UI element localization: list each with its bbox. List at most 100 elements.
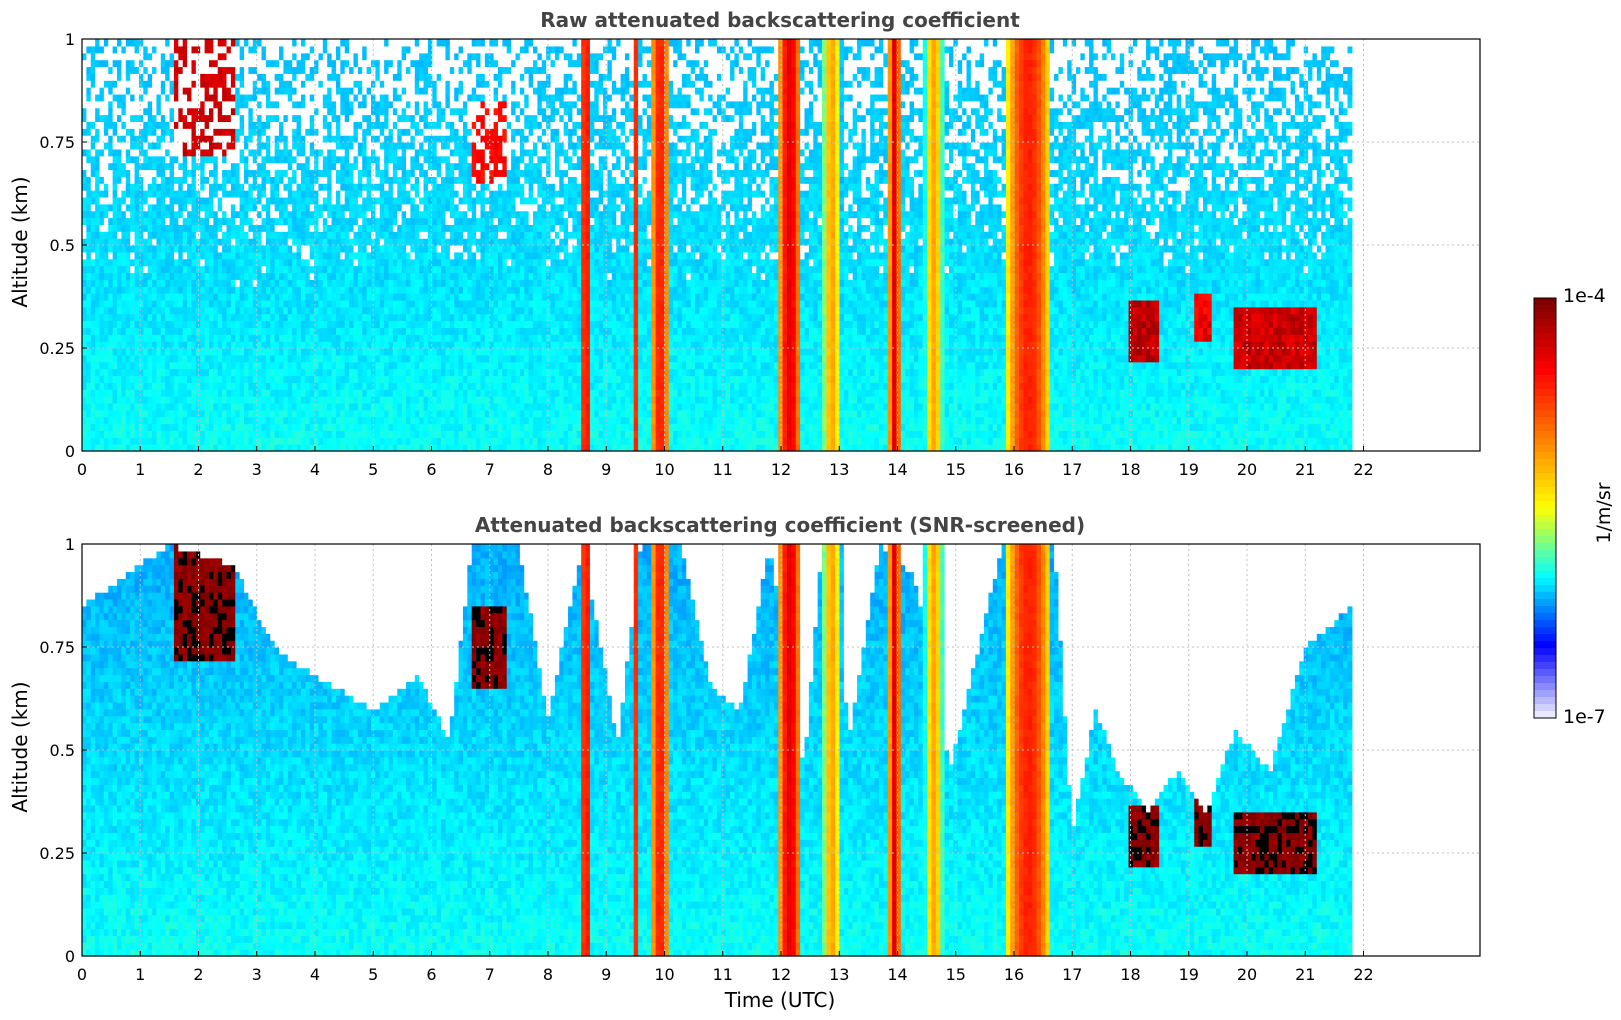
x-tick-label: 8 <box>543 965 553 984</box>
colorbar-segment <box>1534 375 1556 383</box>
colorbar-segment <box>1534 711 1556 719</box>
colorbar-segment <box>1534 606 1556 614</box>
x-tick-label: 9 <box>601 460 611 479</box>
colorbar-segment <box>1534 536 1556 544</box>
x-tick-label: 21 <box>1295 965 1315 984</box>
y-tick-label: 0 <box>65 442 75 461</box>
colorbar-segment <box>1534 396 1556 404</box>
colorbar-segment <box>1534 354 1556 362</box>
heatmap-field <box>82 544 1353 957</box>
colorbar-segment <box>1534 424 1556 432</box>
colorbar-segment <box>1534 585 1556 593</box>
x-tick-label: 11 <box>713 965 733 984</box>
colorbar-segment <box>1534 592 1556 600</box>
x-tick-label: 18 <box>1120 965 1140 984</box>
colorbar-segment <box>1534 564 1556 572</box>
screened-backscatter-panel: 0 1 2 3 4 5 6 7 8 9 10 11 12 13 14 15 16 17 18 19 20 21 2200.2… <box>39 535 1481 984</box>
colorbar-segment <box>1534 571 1556 579</box>
colorbar-segment <box>1534 445 1556 453</box>
colorbar-segment <box>1534 480 1556 488</box>
x-tick-label: 15 <box>946 965 966 984</box>
x-tick-label: 6 <box>426 965 436 984</box>
colorbar <box>1533 297 1557 719</box>
x-tick-label: 2 <box>193 965 203 984</box>
colorbar-segment <box>1534 410 1556 418</box>
colorbar-segment <box>1534 459 1556 467</box>
colorbar-segment <box>1534 298 1556 306</box>
colorbar-segment <box>1534 340 1556 348</box>
colorbar-max-label: 1e-4 <box>1563 285 1606 307</box>
colorbar-segment <box>1534 508 1556 516</box>
colorbar-segment <box>1534 683 1556 691</box>
x-tick-label: 16 <box>1004 965 1024 984</box>
y-tick-label: 0.25 <box>39 339 75 358</box>
x-tick-label: 14 <box>887 460 907 479</box>
colorbar-segment <box>1534 473 1556 481</box>
colorbar-segment <box>1534 522 1556 530</box>
colorbar-segment <box>1534 305 1556 313</box>
x-tick-label: 2 <box>193 460 203 479</box>
x-tick-label: 7 <box>485 460 495 479</box>
x-tick-label: 0 <box>77 965 87 984</box>
x-tick-label: 15 <box>946 460 966 479</box>
colorbar-segment <box>1534 382 1556 390</box>
x-tick-label: 22 <box>1353 965 1373 984</box>
colorbar-segment <box>1534 655 1556 663</box>
colorbar-segment <box>1534 613 1556 621</box>
heatmap-field <box>82 39 1353 452</box>
x-tick-label: 16 <box>1004 460 1024 479</box>
x-tick-label: 19 <box>1179 965 1199 984</box>
x-tick-label: 13 <box>829 460 849 479</box>
x-tick-label: 10 <box>654 965 674 984</box>
x-tick-label: 14 <box>887 965 907 984</box>
colorbar-segment <box>1534 326 1556 334</box>
colorbar-segment <box>1534 620 1556 628</box>
colorbar-segment <box>1534 431 1556 439</box>
x-tick-label: 18 <box>1120 460 1140 479</box>
colorbar-segment <box>1534 361 1556 369</box>
colorbar-segment <box>1534 319 1556 327</box>
colorbar-segment <box>1534 515 1556 523</box>
colorbar-segment <box>1534 704 1556 712</box>
colorbar-segment <box>1534 466 1556 474</box>
colorbar-segment <box>1534 417 1556 425</box>
x-tick-label: 20 <box>1237 965 1257 984</box>
colorbar-segment <box>1534 529 1556 537</box>
colorbar-segment <box>1534 494 1556 502</box>
x-tick-label: 8 <box>543 460 553 479</box>
colorbar-segment <box>1534 333 1556 341</box>
colorbar-segment <box>1534 438 1556 446</box>
colorbar-segment <box>1534 550 1556 558</box>
colorbar-segment <box>1534 543 1556 551</box>
colorbar-min-label: 1e-7 <box>1563 706 1606 728</box>
x-tick-label: 3 <box>252 965 262 984</box>
x-tick-label: 4 <box>310 460 320 479</box>
colorbar-segment <box>1534 662 1556 670</box>
colorbar-segment <box>1534 501 1556 509</box>
x-tick-label: 21 <box>1295 460 1315 479</box>
y-tick-label: 0.5 <box>50 741 75 760</box>
x-tick-label: 13 <box>829 965 849 984</box>
colorbar-segment <box>1534 312 1556 320</box>
x-tick-label: 3 <box>252 460 262 479</box>
time-axis-label: Time (UTC) <box>725 988 836 1012</box>
screened-panel-ylabel: Altitude (km) <box>8 681 32 812</box>
colorbar-segment <box>1534 347 1556 355</box>
y-tick-label: 0.75 <box>39 133 75 152</box>
colorbar-unit-label: 1/m/sr <box>1593 482 1615 543</box>
y-tick-label: 0 <box>65 947 75 966</box>
x-tick-label: 17 <box>1062 965 1082 984</box>
x-tick-label: 6 <box>426 460 436 479</box>
x-tick-label: 7 <box>485 965 495 984</box>
x-tick-label: 1 <box>135 965 145 984</box>
x-tick-label: 5 <box>368 965 378 984</box>
raw-panel-ylabel: Altitude (km) <box>8 176 32 307</box>
raw-panel-title: Raw attenuated backscattering coefficien… <box>540 8 1020 32</box>
x-tick-label: 19 <box>1179 460 1199 479</box>
y-tick-label: 0.75 <box>39 638 75 657</box>
colorbar-segment <box>1534 690 1556 698</box>
colorbar-segment <box>1534 403 1556 411</box>
x-tick-label: 22 <box>1353 460 1373 479</box>
x-tick-label: 17 <box>1062 460 1082 479</box>
